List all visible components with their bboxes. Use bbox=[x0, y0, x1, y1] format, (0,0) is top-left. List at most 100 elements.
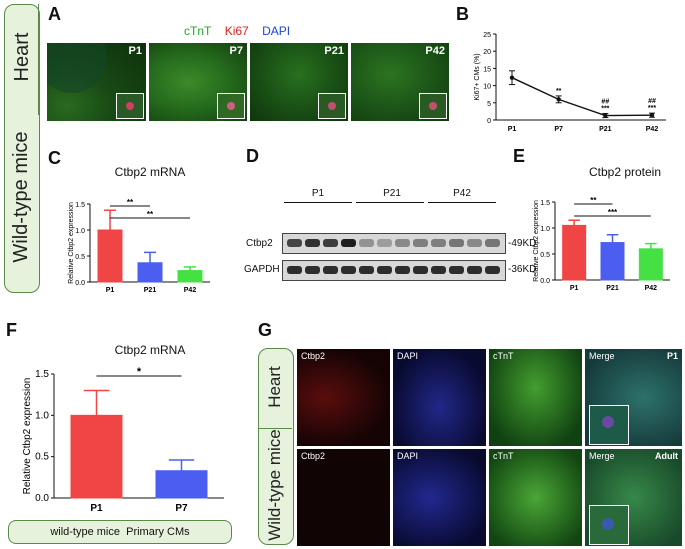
chart-e-bar bbox=[600, 242, 625, 281]
chart-b-series-line bbox=[511, 77, 653, 117]
chart-e-bar bbox=[562, 224, 587, 281]
chart-b-xtick-label: P7 bbox=[554, 126, 563, 133]
chart-e-ytick-label: 1.0 bbox=[540, 226, 550, 233]
g-dapi-adult: DAPI bbox=[392, 448, 487, 547]
blot-band-ctbp2 bbox=[341, 239, 356, 247]
chart-c-bar bbox=[177, 270, 203, 283]
chart-b-ytick-label: 20 bbox=[483, 49, 491, 56]
chart-c-xtick-label: P1 bbox=[106, 287, 115, 294]
chart-e-xtick-label: P1 bbox=[570, 285, 579, 292]
g-label-merge-adult: Merge bbox=[589, 451, 615, 461]
g-ctnt-p1: cTnT bbox=[488, 348, 583, 447]
panel-letter-g: G bbox=[258, 320, 273, 340]
chart-b-xtick-label: P1 bbox=[508, 126, 517, 133]
g-label-dapi-adult: DAPI bbox=[397, 451, 419, 461]
blot-band-gapdh bbox=[323, 266, 338, 274]
chart-f-bar bbox=[155, 470, 208, 499]
legend-ki67: Ki67 bbox=[224, 24, 249, 38]
chart-e-ytick-label: 1.5 bbox=[540, 200, 550, 207]
chart-c-title: Ctbp2 mRNA bbox=[114, 165, 186, 179]
g-merge-p1: Merge P1 bbox=[584, 348, 683, 447]
blot-strip-ctbp2 bbox=[282, 233, 506, 254]
chart-e-xtick-label: P21 bbox=[606, 285, 619, 292]
panel-letter-d: D bbox=[246, 146, 259, 166]
chart-c-sig-label: ** bbox=[127, 198, 134, 207]
chart-f-ytick-label: 0.5 bbox=[35, 452, 49, 463]
panel-letter-e: E bbox=[513, 146, 526, 166]
chart-f-ytick-label: 1.0 bbox=[35, 410, 49, 421]
blot-band-ctbp2 bbox=[377, 239, 392, 247]
blot-band-gapdh bbox=[413, 266, 428, 274]
blot-band-gapdh bbox=[305, 266, 320, 274]
chart-b-annotation: ## bbox=[601, 98, 609, 105]
panel-letter-a: A bbox=[48, 4, 61, 24]
chart-b-annotation: *** bbox=[648, 105, 656, 112]
chart-e-xtick-label: P42 bbox=[645, 285, 658, 292]
blot-group-p21: P21 bbox=[383, 188, 401, 199]
chart-c-xtick-label: P21 bbox=[144, 287, 157, 294]
g-label-stage-p1: P1 bbox=[666, 351, 678, 361]
chart-f-ytick-label: 0.0 bbox=[35, 493, 49, 504]
blot-row-ctbp2: Ctbp2 bbox=[246, 238, 273, 249]
micrograph-label-p7: P7 bbox=[229, 45, 243, 57]
blot-band-ctbp2 bbox=[287, 239, 302, 247]
panel-letter-f: F bbox=[6, 320, 17, 340]
blot-band-ctbp2 bbox=[395, 239, 410, 247]
chart-b-ytick-label: 25 bbox=[483, 32, 491, 39]
blot-band-ctbp2 bbox=[449, 239, 464, 247]
g-label-ctbp2-p1: Ctbp2 bbox=[301, 351, 326, 361]
chart-c-bar bbox=[137, 262, 163, 283]
g-dapi-p1: DAPI bbox=[392, 348, 487, 447]
chart-c-sig-label: ** bbox=[147, 210, 154, 219]
chart-e-ytick-label: 0.5 bbox=[540, 252, 550, 259]
blot-band-ctbp2 bbox=[431, 239, 446, 247]
micrograph-p21: P21 bbox=[249, 42, 349, 122]
chart-c-ytick-label: 0.0 bbox=[75, 280, 85, 287]
blot-band-gapdh bbox=[467, 266, 482, 274]
blot-band-gapdh bbox=[359, 266, 374, 274]
inset-p7 bbox=[217, 93, 245, 119]
chart-e-sig-label: ** bbox=[590, 196, 597, 205]
chart-c-ytick-label: 1.0 bbox=[75, 228, 85, 235]
g-ctbp2-adult: Ctbp2 bbox=[296, 448, 391, 547]
g-side-label-heart: Heart bbox=[265, 366, 284, 408]
chart-b-annotation: *** bbox=[601, 105, 609, 112]
g-side-label-wildtype: Wild-type mice bbox=[265, 429, 284, 541]
g-merge-adult: Merge Adult bbox=[584, 448, 683, 547]
g-label-stage-adult: Adult bbox=[655, 451, 678, 461]
micrograph-p1: P1 bbox=[46, 42, 147, 122]
chart-c-ytick-label: 1.5 bbox=[75, 202, 85, 209]
chart-c-ylabel: Relative Ctbp2 expression bbox=[68, 202, 75, 284]
chart-b-ytick-label: 10 bbox=[483, 84, 491, 91]
chart-b-ytick-label: 15 bbox=[483, 66, 491, 73]
chart-b-point bbox=[556, 97, 561, 102]
inset-p42 bbox=[419, 93, 447, 119]
blot-band-gapdh bbox=[431, 266, 446, 274]
g-label-ctnt-p1: cTnT bbox=[493, 351, 514, 361]
chart-b-annotation: ## bbox=[648, 98, 656, 105]
panel-a-legend: cTnT Ki67 DAPI bbox=[184, 24, 290, 38]
chart-f-xtick-label: P1 bbox=[90, 503, 103, 514]
chart-b-ylabel: Ki67+ CMs (%) bbox=[474, 53, 481, 100]
blot-band-ctbp2 bbox=[467, 239, 482, 247]
chart-e-sig-label: *** bbox=[608, 208, 618, 217]
inset-p21 bbox=[318, 93, 346, 119]
blot-size-ctbp2: -49KD bbox=[508, 238, 537, 249]
g-label-dapi-p1: DAPI bbox=[397, 351, 419, 361]
g-label-ctnt-adult: cTnT bbox=[493, 451, 514, 461]
panel-f-footer: wild-type mice Primary CMs bbox=[8, 520, 232, 544]
g-inset-p1 bbox=[589, 405, 629, 445]
g-side-label-box bbox=[258, 348, 294, 545]
chart-b-annotation: ** bbox=[556, 88, 562, 95]
blot-group-p42: P42 bbox=[453, 188, 471, 199]
chart-b-ytick-label: 0 bbox=[487, 118, 491, 125]
chart-f-bar bbox=[70, 414, 123, 499]
chart-b-point bbox=[603, 113, 608, 118]
blot-size-gapdh: -36KD bbox=[508, 264, 537, 275]
chart-b-xtick-label: P21 bbox=[599, 126, 612, 133]
micrograph-label-p1: P1 bbox=[128, 45, 142, 57]
micrograph-label-p21: P21 bbox=[324, 45, 344, 57]
